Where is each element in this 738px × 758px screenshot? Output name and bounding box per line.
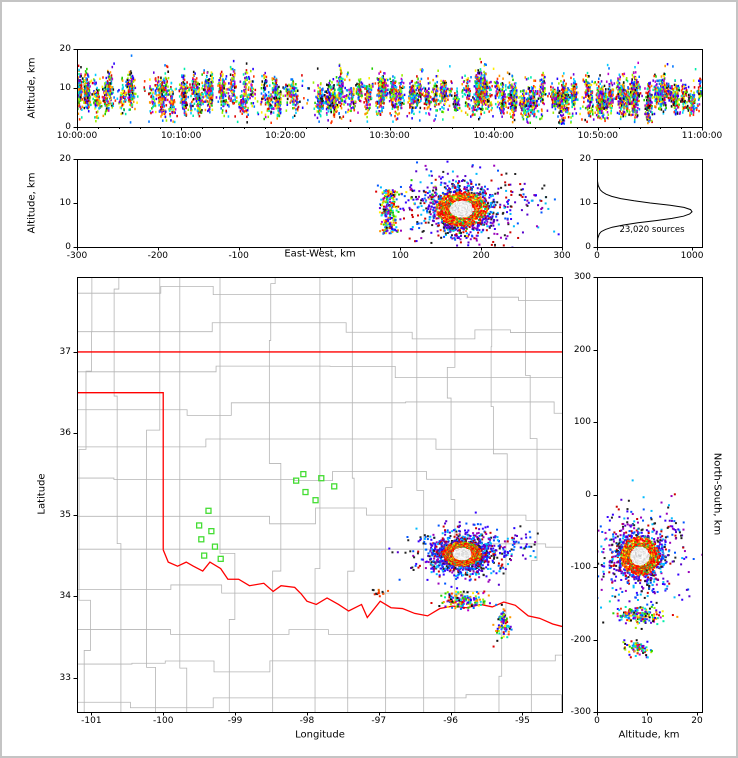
- tick-label: 20: [579, 154, 591, 164]
- tick-label: 37: [59, 346, 71, 357]
- tick-label: -200: [147, 251, 169, 261]
- tick-label: 10: [579, 198, 591, 208]
- tick-label: 10:40:00: [473, 131, 514, 141]
- source-count-annotation: 23,020 sources: [619, 225, 685, 235]
- tick-label: -100: [228, 251, 249, 261]
- map-ylabel: Latitude: [36, 473, 48, 515]
- tick-label: 10: [641, 716, 653, 726]
- tick-label: 300: [553, 251, 571, 261]
- tick-label: -101: [81, 716, 102, 726]
- tick-label: 0: [65, 242, 71, 252]
- tick-label: 33: [59, 672, 71, 683]
- tick-label: 10:50:00: [577, 131, 619, 141]
- tick-label: 36: [59, 428, 71, 439]
- tick-label: 300: [573, 272, 591, 282]
- map-xlabel: Longitude: [295, 729, 345, 741]
- tick-label: 0: [585, 242, 591, 252]
- tick-label: 0: [594, 716, 600, 726]
- tick-label: 0: [65, 122, 71, 132]
- tick-label: 100: [391, 251, 409, 261]
- tick-label: 10:20:00: [265, 131, 306, 141]
- tick-label: -95: [515, 716, 530, 726]
- tick-label: 11:00:00: [681, 131, 723, 141]
- tick-label: 1000: [680, 251, 704, 261]
- tick-label: 200: [573, 344, 591, 355]
- tick-label: 34: [59, 591, 71, 602]
- tick-label: 20: [691, 716, 703, 726]
- tick-label: -97: [371, 716, 387, 726]
- tick-label: 100: [573, 417, 591, 427]
- tick-label: -96: [443, 716, 458, 726]
- tick-label: 0: [585, 489, 591, 500]
- ns-cross-ylabel: North-South, km: [711, 452, 723, 536]
- tick-label: 10:10:00: [160, 131, 202, 141]
- tick-label: -300: [66, 251, 88, 261]
- tick-label: 10:30:00: [369, 131, 410, 141]
- tick-label: 200: [472, 251, 490, 261]
- tick-label: 10: [59, 83, 71, 93]
- tick-label: 0: [594, 251, 600, 261]
- tick-label: 10: [59, 198, 71, 208]
- ns-cross-xlabel: Altitude, km: [618, 729, 680, 741]
- tick-label: -300: [570, 707, 591, 717]
- tick-label: -200: [570, 634, 591, 645]
- tick-label: -99: [227, 716, 243, 726]
- tick-label: -100: [153, 716, 174, 726]
- tick-label: -100: [570, 562, 591, 572]
- ew-cross-xlabel: East-West, km: [284, 248, 356, 260]
- tick-label: 20: [59, 154, 71, 164]
- tick-label: 20: [59, 44, 71, 54]
- tick-label: -98: [299, 716, 315, 726]
- tick-label: 10:00:00: [56, 131, 98, 141]
- tick-label: 35: [59, 509, 71, 520]
